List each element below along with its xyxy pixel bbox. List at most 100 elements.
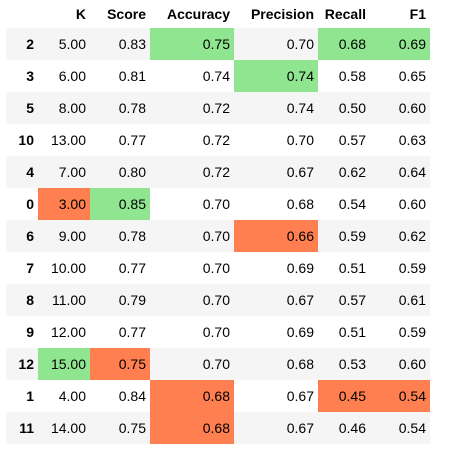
cell-score: 0.84 <box>118 388 146 404</box>
cell-precision: 0.74 <box>286 100 314 116</box>
cell-accuracy: 0.70 <box>202 356 230 372</box>
cell-f1: 0.60 <box>398 196 426 212</box>
cell-k: 12.00 <box>50 324 86 340</box>
column-header-recall: Recall <box>324 6 366 22</box>
table-row: 12 15.00 0.75 0.70 0.68 0.53 0.60 <box>6 348 430 380</box>
cell-accuracy: 0.75 <box>150 28 234 60</box>
table-row: 1 4.00 0.84 0.68 0.67 0.45 0.54 <box>6 380 430 412</box>
cell-accuracy: 0.72 <box>202 132 230 148</box>
row-index: 5 <box>26 100 34 116</box>
row-index: 8 <box>26 292 34 308</box>
cell-recall: 0.57 <box>338 292 366 308</box>
column-header-k: K <box>75 6 86 22</box>
cell-f1: 0.60 <box>398 356 426 372</box>
table-row: 9 12.00 0.77 0.70 0.69 0.51 0.59 <box>6 316 430 348</box>
table-row: 10 13.00 0.77 0.72 0.70 0.57 0.63 <box>6 124 430 156</box>
cell-k: 3.00 <box>38 188 90 220</box>
results-table: K Score Accuracy Precision Recall F1 2 5.00 0.8… <box>6 0 430 444</box>
table-row: 2 5.00 0.83 0.75 0.70 0.68 0.69 <box>6 28 430 60</box>
cell-k: 6.00 <box>58 68 86 84</box>
table-row: 3 6.00 0.81 0.74 0.74 0.58 0.65 <box>6 60 430 92</box>
cell-f1: 0.64 <box>398 164 426 180</box>
cell-score: 0.85 <box>90 188 150 220</box>
cell-score: 0.75 <box>118 420 146 436</box>
cell-score: 0.81 <box>118 68 146 84</box>
cell-recall: 0.59 <box>338 228 366 244</box>
row-index: 7 <box>26 260 34 276</box>
table-header: K Score Accuracy Precision Recall F1 <box>6 0 430 28</box>
column-header-score: Score <box>107 6 146 22</box>
header-row: K Score Accuracy Precision Recall F1 <box>6 0 430 28</box>
cell-f1: 0.54 <box>398 420 426 436</box>
cell-recall: 0.54 <box>338 196 366 212</box>
cell-k: 15.00 <box>38 348 90 380</box>
cell-k: 4.00 <box>58 388 86 404</box>
cell-score: 0.80 <box>118 164 146 180</box>
cell-accuracy: 0.72 <box>202 164 230 180</box>
cell-k: 7.00 <box>58 164 86 180</box>
cell-score: 0.77 <box>118 260 146 276</box>
table-row: 11 14.00 0.75 0.68 0.67 0.46 0.54 <box>6 412 430 444</box>
table-row: 0 3.00 0.85 0.70 0.68 0.54 0.60 <box>6 188 430 220</box>
cell-k: 9.00 <box>58 228 86 244</box>
cell-recall: 0.58 <box>338 68 366 84</box>
cell-recall: 0.62 <box>338 164 366 180</box>
table-row: 4 7.00 0.80 0.72 0.67 0.62 0.64 <box>6 156 430 188</box>
cell-k: 10.00 <box>50 260 86 276</box>
column-header-f1: F1 <box>409 6 426 22</box>
table-row: 5 8.00 0.78 0.72 0.74 0.50 0.60 <box>6 92 430 124</box>
cell-score: 0.83 <box>118 36 146 52</box>
column-header-accuracy: Accuracy <box>166 6 230 22</box>
cell-recall: 0.45 <box>318 380 370 412</box>
row-index: 3 <box>26 68 34 84</box>
cell-recall: 0.57 <box>338 132 366 148</box>
cell-precision: 0.67 <box>286 420 314 436</box>
row-index: 10 <box>18 132 34 148</box>
cell-accuracy: 0.70 <box>202 196 230 212</box>
cell-recall: 0.68 <box>318 28 370 60</box>
cell-accuracy: 0.74 <box>202 68 230 84</box>
row-index: 0 <box>26 196 34 212</box>
cell-k: 11.00 <box>52 292 86 308</box>
row-index: 6 <box>26 228 34 244</box>
cell-k: 8.00 <box>58 100 86 116</box>
column-header-precision: Precision <box>250 6 314 22</box>
cell-score: 0.78 <box>118 228 146 244</box>
cell-precision: 0.67 <box>286 292 314 308</box>
row-index: 1 <box>26 388 34 404</box>
cell-score: 0.77 <box>118 132 146 148</box>
cell-precision: 0.67 <box>286 388 314 404</box>
cell-precision: 0.68 <box>286 196 314 212</box>
cell-recall: 0.51 <box>338 260 366 276</box>
index-header <box>6 0 38 28</box>
cell-k: 13.00 <box>50 132 86 148</box>
cell-precision: 0.69 <box>286 324 314 340</box>
row-index: 4 <box>26 164 34 180</box>
cell-accuracy: 0.72 <box>202 100 230 116</box>
cell-score: 0.78 <box>118 100 146 116</box>
cell-precision: 0.70 <box>286 132 314 148</box>
cell-recall: 0.50 <box>338 100 366 116</box>
cell-accuracy: 0.70 <box>202 292 230 308</box>
cell-f1: 0.59 <box>398 324 426 340</box>
cell-precision: 0.74 <box>234 60 318 92</box>
cell-accuracy: 0.70 <box>202 324 230 340</box>
cell-precision: 0.70 <box>286 36 314 52</box>
cell-f1: 0.65 <box>398 68 426 84</box>
table-row: 7 10.00 0.77 0.70 0.69 0.51 0.59 <box>6 252 430 284</box>
cell-f1: 0.54 <box>370 380 430 412</box>
row-index: 11 <box>19 420 34 436</box>
row-index: 12 <box>18 356 34 372</box>
cell-accuracy: 0.70 <box>202 228 230 244</box>
cell-precision: 0.68 <box>286 356 314 372</box>
cell-f1: 0.61 <box>398 292 426 308</box>
cell-f1: 0.63 <box>398 132 426 148</box>
cell-f1: 0.60 <box>398 100 426 116</box>
table-body: 2 5.00 0.83 0.75 0.70 0.68 0.69 3 6.00 0.81 0.74 0.… <box>6 28 430 444</box>
table-row: 6 9.00 0.78 0.70 0.66 0.59 0.62 <box>6 220 430 252</box>
cell-accuracy: 0.70 <box>202 260 230 276</box>
cell-k: 14.00 <box>50 420 86 436</box>
row-index: 2 <box>26 36 34 52</box>
cell-score: 0.75 <box>90 348 150 380</box>
